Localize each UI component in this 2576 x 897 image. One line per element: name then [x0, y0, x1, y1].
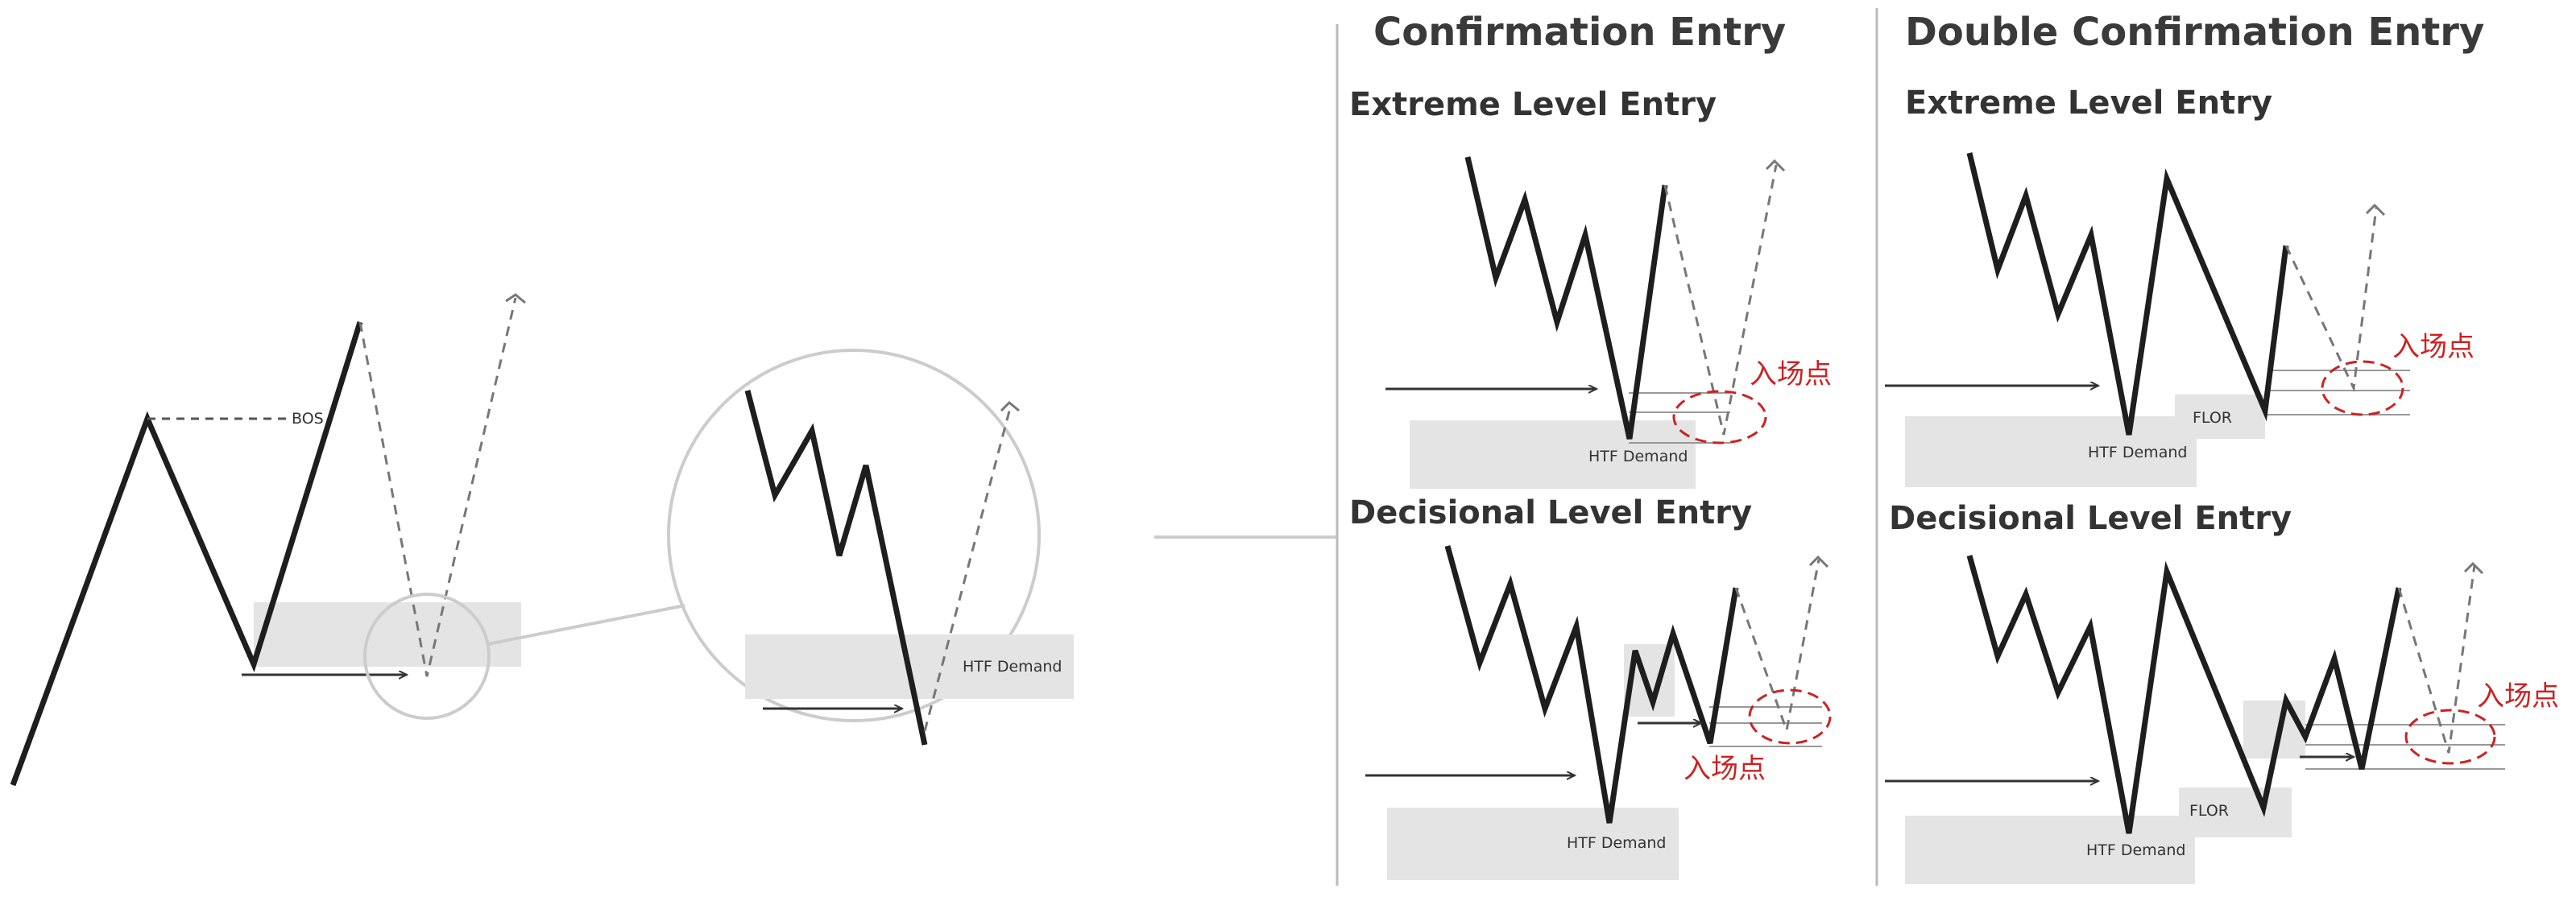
zoom-price-line [744, 390, 928, 746]
double-extreme-flor-zone [2175, 395, 2265, 439]
confirmation-extreme-price-line [1464, 156, 1668, 440]
small-magnifier-circle [363, 593, 491, 720]
confirmation-decisional-panel: Decisional Level Entry HTF Demand 入场点 [1349, 494, 1832, 880]
double-confirmation-entry-title: Double Confirmation Entry [1905, 10, 2484, 55]
overview-panel: BOS [10, 293, 685, 787]
confirmation-extreme-htf-label: HTF Demand [1588, 448, 1688, 465]
confirmation-extreme-projection-path [1663, 164, 1778, 436]
double-decisional-flor-zone [2179, 787, 2292, 837]
double-decisional-flor-label: FLOR [2189, 802, 2229, 820]
confirmation-extreme-demand-zone [1410, 420, 1696, 489]
zoom-panel: HTF Demand [667, 349, 1337, 746]
overview-demand-zone [254, 602, 521, 667]
confirmation-extreme-panel: Extreme Level Entry HTF Demand 入场点 [1349, 86, 1832, 489]
double-decisional-projection-path [2397, 564, 2476, 754]
confirmation-decisional-target-caret [1808, 555, 1829, 568]
zoom-target-caret [1000, 400, 1020, 412]
double-decisional-price-line [1966, 555, 2402, 834]
confirmation-decisional-title: Decisional Level Entry [1349, 494, 1752, 531]
double-decisional-target-caret [2463, 561, 2484, 575]
confirmation-decisional-projection-path [1734, 559, 1820, 735]
confirmation-extreme-entry-marker [1672, 390, 1767, 444]
double-extreme-title: Extreme Level Entry [1905, 85, 2272, 122]
double-extreme-target-caret [2365, 203, 2386, 217]
double-extreme-demand-zone [1905, 416, 2197, 487]
double-extreme-htf-label: HTF Demand [2088, 444, 2187, 461]
confirmation-entry-title: Confirmation Entry [1373, 10, 1786, 55]
confirmation-decisional-htf-label: HTF Demand [1567, 834, 1666, 852]
overview-price-line [10, 320, 363, 787]
double-decisional-title: Decisional Level Entry [1889, 500, 2292, 537]
overview-projection-path [358, 297, 517, 677]
double-extreme-entry-label: 入场点 [2392, 331, 2475, 363]
double-extreme-entry-marker [2321, 360, 2404, 416]
double-decisional-entry-label: 入场点 [2477, 680, 2559, 713]
double-extreme-price-line [1966, 152, 2289, 436]
double-decisional-panel: Decisional Level Entry HTF Demand FLOR 入… [1885, 500, 2559, 884]
confirmation-decisional-demand-zone [1387, 808, 1679, 880]
bos-label: BOS [292, 410, 324, 428]
double-extreme-flor-label: FLOR [2193, 409, 2232, 427]
magnifier-connector-line [487, 604, 685, 646]
confirmation-extreme-title: Extreme Level Entry [1349, 86, 1717, 123]
double-decisional-htf-label: HTF Demand [2086, 841, 2185, 859]
double-extreme-projection-path [2284, 207, 2378, 393]
confirmation-decisional-entry-label: 入场点 [1684, 753, 1766, 785]
confirmation-decisional-entry-marker [1748, 688, 1832, 745]
confirmation-extreme-entry-label: 入场点 [1750, 358, 1832, 391]
large-magnifier-circle [667, 349, 1041, 722]
zoom-htf-demand-label: HTF Demand [963, 658, 1062, 676]
double-decisional-demand-zone [1905, 816, 2195, 884]
double-decisional-entry-marker [2404, 709, 2496, 765]
zoom-projection-path [923, 404, 1013, 732]
overview-target-caret [505, 293, 526, 304]
confirmation-extreme-target-caret [1765, 159, 1786, 172]
confirmation-decisional-price-line [1444, 545, 1739, 824]
double-extreme-panel: Extreme Level Entry HTF Demand FLOR 入场点 [1885, 85, 2475, 487]
